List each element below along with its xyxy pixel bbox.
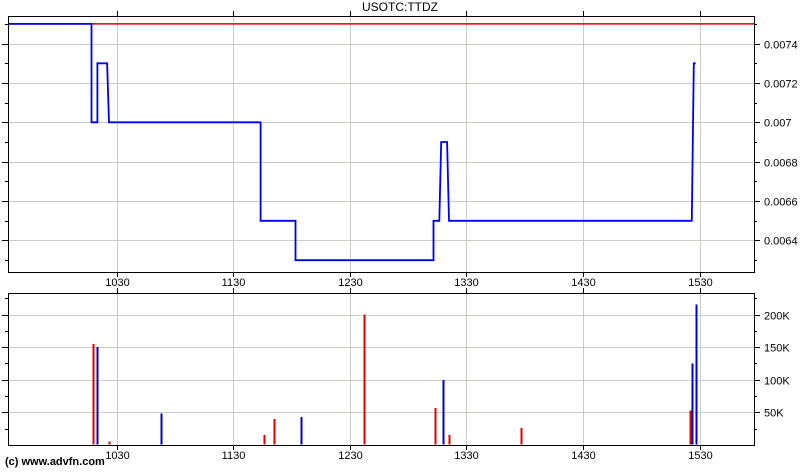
y-axis-label: 0.007 [764,118,792,130]
x-axis-label: 1130 [222,277,246,289]
y-axis-label: 0.0074 [764,40,798,52]
y-axis-label: 100K [764,376,790,388]
y-axis-label: 0.0072 [764,79,798,91]
x-axis-label: 1430 [571,450,595,462]
y-axis-label: 0.0068 [764,158,798,170]
price-line [8,22,696,262]
x-axis-label: 1330 [454,277,478,289]
x-axis-label: 1030 [105,277,129,289]
y-axis-label: 0.0066 [764,197,798,209]
y-axis-label: 200K [764,311,790,323]
x-axis-label: 1430 [571,277,595,289]
x-axis-label: 1530 [688,450,712,462]
y-axis-label: 50K [764,408,784,420]
plot-border [8,16,755,273]
y-axis-label: 0.0064 [764,236,798,248]
x-axis-label: 1030 [105,450,129,462]
chart-title: USOTC:TTDZ [362,0,438,14]
y-axis-label: 150K [764,343,790,355]
x-axis-label: 1130 [222,450,246,462]
x-axis-label: 1230 [338,277,362,289]
x-axis-label: 1330 [454,450,478,462]
copyright-text: (c) www.advfn.com [5,456,105,468]
plot-border [8,293,755,446]
x-axis-label: 1530 [688,277,712,289]
x-axis-label: 1230 [338,450,362,462]
